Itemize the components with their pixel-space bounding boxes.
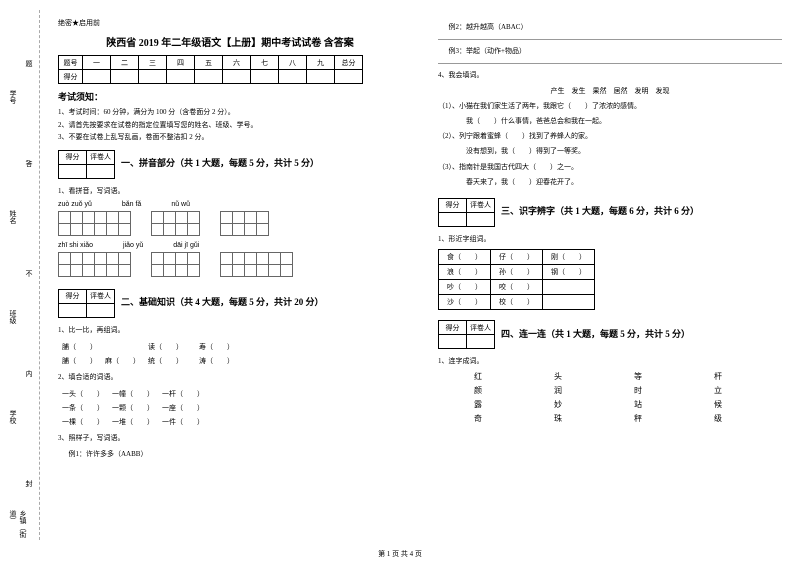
grader-table: 得分评卷人 [438, 198, 495, 227]
question: 1、比一比，再组词。 [58, 325, 402, 336]
question: 4、我会填词。 [438, 70, 782, 81]
notice-line: 2、请首先按要求在试卷的指定位置填写您的姓名、班级、学号。 [58, 119, 402, 132]
char-grid-row [58, 252, 402, 277]
char-compare-table: 食（ ）仔（ ）刚（ ） 浪（ ）孙（ ）钢（ ） 吵（ ）咬（ ） 沙（ ）校… [438, 249, 595, 310]
fill-line: 没有想到，我（ ）得到了一等奖。 [438, 146, 782, 157]
question: 1、形近字组词。 [438, 234, 782, 245]
example: 例3：举起（动作+物品） [438, 46, 782, 57]
connect-row: 露妙站候 [438, 399, 782, 410]
fill-line: 我（ ）什么事情，爸爸总会和我在一起。 [438, 116, 782, 127]
notice-title: 考试须知： [58, 90, 402, 103]
question: 1、看拼音，写词语。 [58, 186, 402, 197]
char-grid-row [58, 211, 402, 236]
connect-row: 奇珠秤级 [438, 413, 782, 424]
binding-label: 班级 [8, 310, 18, 324]
connect-row: 颜润时立 [438, 385, 782, 396]
fill-line: 春天来了，我（ ）迎春花开了。 [438, 177, 782, 188]
question: 2、填合适的词语。 [58, 372, 402, 383]
binding-label: 学校 [8, 410, 18, 424]
pinyin-row: zhī shi xiǎo jiǎo yǔ dāi jī gǔi [58, 242, 402, 249]
example: 例2：越升越高（ABAC） [438, 22, 782, 33]
fill-line: （2）、列宁跟着蜜蜂（ ）找到了养蜂人的家。 [438, 131, 782, 142]
dash-char: 答 [24, 160, 34, 167]
pair-table: 脯（ ）读（ ）寿（ ） 脯（ ）麻（ ）统（ ）涛（ ） [58, 340, 238, 368]
dash-char: 内 [24, 370, 34, 377]
grader-table: 得分评卷人 [438, 320, 495, 349]
table-row: 得分 [59, 70, 363, 84]
section-title: 二、基础知识（共 4 大题，每题 5 分，共计 20 分） [121, 295, 324, 308]
question: 1、连字成词。 [438, 356, 782, 367]
fill-table: 一头（ ）一幢（ ）一杆（ ） 一条（ ）一颗（ ）一座（ ） 一棵（ ）一堆（… [58, 387, 208, 429]
dash-char: 题 [24, 60, 34, 67]
right-column: 例2：越升越高（ABAC） 例3：举起（动作+物品） 4、我会填词。 产生 发生… [420, 10, 800, 540]
table-row: 浪（ ）孙（ ）钢（ ） [439, 265, 595, 280]
pinyin-row: zuò zuǒ yǔ bǎn fǎ nǔ wǔ [58, 201, 402, 208]
fill-line: （3）、指南针是我国古代四大（ ）之一。 [438, 162, 782, 173]
word-bank: 产生 发生 果然 居然 发明 发现 [438, 86, 782, 97]
secret-label: 绝密★启用前 [58, 18, 402, 28]
page-footer: 第 1 页 共 4 页 [0, 549, 800, 559]
dash-char: 封 [24, 480, 34, 487]
section-title: 三、识字辨字（共 1 大题，每题 6 分，共计 6 分） [501, 204, 699, 217]
connect-row: 红头等杆 [438, 371, 782, 382]
binding-column: 乡镇（街道） 学校 班级 姓名 学号 封 内 不 答 题 [0, 10, 40, 540]
notice-line: 3、不要在试卷上乱写乱画，卷面不整洁扣 2 分。 [58, 131, 402, 144]
question: 3、照样子，写词语。 [58, 433, 402, 444]
score-table: 题号 一 二 三 四 五 六 七 八 九 总分 得分 [58, 55, 363, 84]
dash-char: 不 [24, 270, 34, 277]
binding-label: 乡镇（街道） [8, 510, 28, 540]
exam-title: 陕西省 2019 年二年级语文【上册】期中考试试卷 含答案 [58, 34, 402, 49]
left-column: 绝密★启用前 陕西省 2019 年二年级语文【上册】期中考试试卷 含答案 题号 … [40, 10, 420, 540]
grader-table: 得分评卷人 [58, 150, 115, 179]
table-row: 食（ ）仔（ ）刚（ ） [439, 250, 595, 265]
binding-label: 姓名 [8, 210, 18, 224]
example: 例1：许许多多（AABB） [58, 449, 402, 460]
exam-page: 乡镇（街道） 学校 班级 姓名 学号 封 内 不 答 题 绝密★启用前 陕西省 … [0, 0, 800, 540]
table-row: 题号 一 二 三 四 五 六 七 八 九 总分 [59, 56, 363, 70]
section-title: 一、拼音部分（共 1 大题，每题 5 分，共计 5 分） [121, 156, 319, 169]
table-row: 沙（ ）校（ ） [439, 295, 595, 310]
notice-line: 1、考试时间：60 分钟，满分为 100 分（含卷面分 2 分）。 [58, 106, 402, 119]
grader-table: 得分评卷人 [58, 289, 115, 318]
section-title: 四、连一连（共 1 大题，每题 5 分，共计 5 分） [501, 327, 690, 340]
fill-line: （1）、小猫在我们家生活了两年，我跟它（ ）了浓浓的感情。 [438, 101, 782, 112]
table-row: 吵（ ）咬（ ） [439, 280, 595, 295]
binding-label: 学号 [8, 90, 18, 104]
